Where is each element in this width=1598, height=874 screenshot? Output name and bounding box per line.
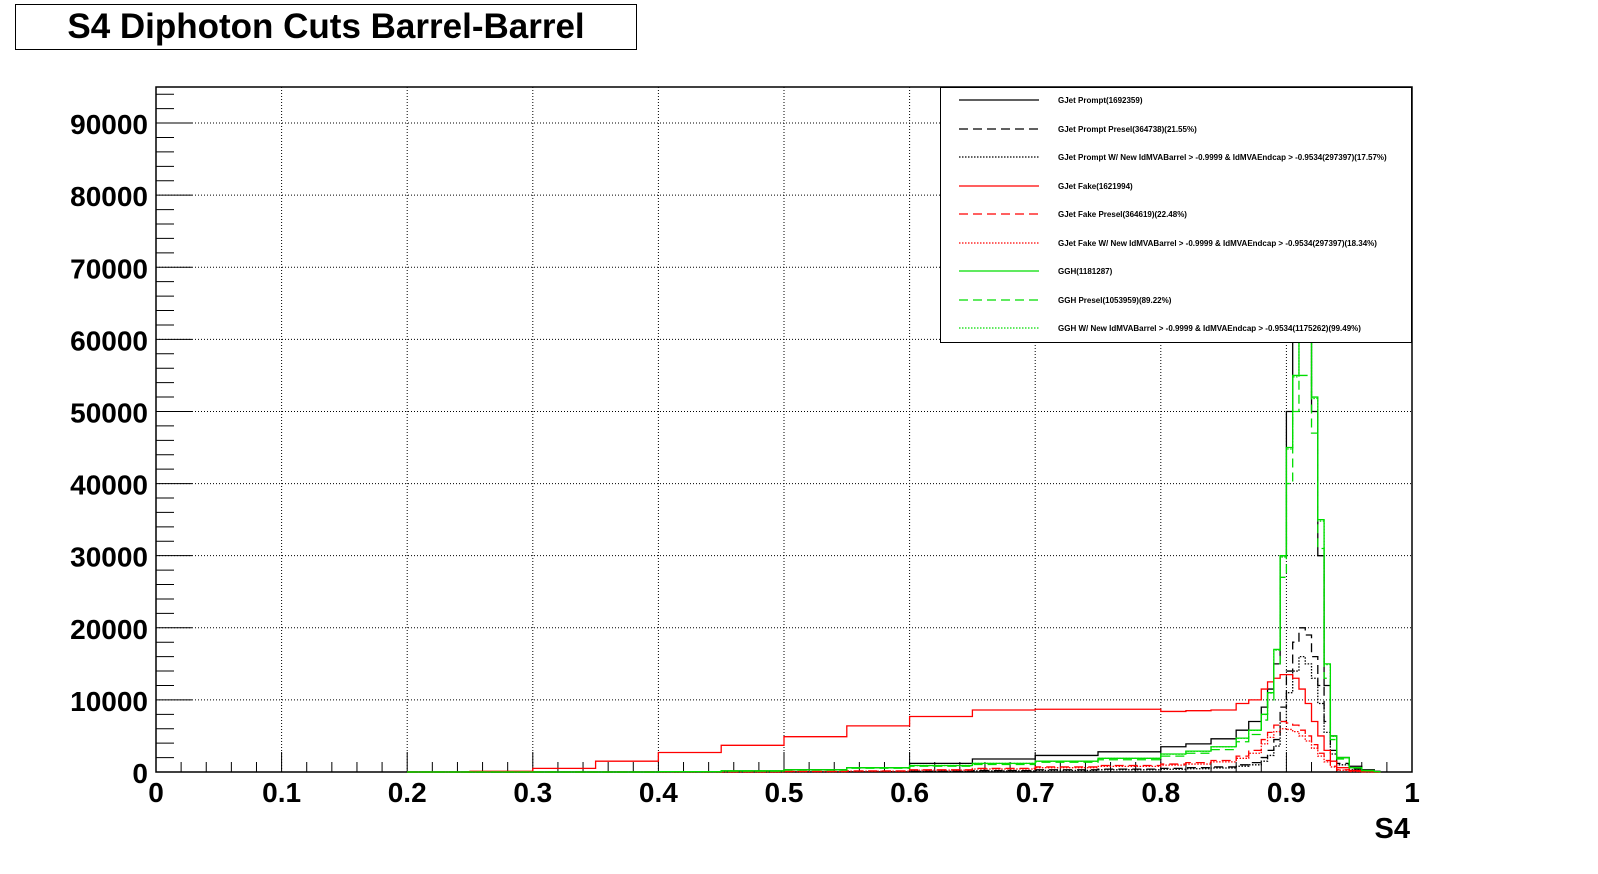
series-line <box>407 627 1381 773</box>
x-tick-label: 1 <box>1404 777 1420 808</box>
series-line <box>407 340 1381 773</box>
legend-label: GJet Fake(1621994) <box>1058 181 1133 191</box>
x-tick-labels: 0 0.1 0.2 0.3 0.4 0.5 0.6 0.7 0.8 0.9 1 <box>148 777 1420 808</box>
legend-label: GGH(1181287) <box>1058 267 1113 276</box>
legend-item: GJet Fake W/ New IdMVABarrel > -0.9999 &… <box>941 231 1411 259</box>
x-tick-label: 0.6 <box>890 777 929 808</box>
y-tick-label: 70000 <box>70 253 148 284</box>
x-tick-label: 0.7 <box>1016 777 1055 808</box>
legend-item: GGH(1181287) <box>941 259 1411 287</box>
legend-label: GGH W/ New IdMVABarrel > -0.9999 & IdMVA… <box>1058 324 1361 333</box>
y-tick-label: 90000 <box>70 109 148 140</box>
x-tick-label: 0.4 <box>639 777 678 808</box>
y-tick-label: 20000 <box>70 614 148 645</box>
legend-item: GGH W/ New IdMVABarrel > -0.9999 & IdMVA… <box>941 316 1411 344</box>
legend-swatch <box>959 213 1039 215</box>
y-tick-label: 0 <box>132 758 148 789</box>
series-line <box>407 674 1381 773</box>
legend-swatch <box>959 99 1039 101</box>
legend-item: GJet Prompt Presel(364738)(21.55%) <box>941 117 1411 145</box>
legend: GJet Prompt(1692359) GJet Prompt Presel(3… <box>940 87 1412 343</box>
legend-item: GJet Prompt W/ New IdMVABarrel > -0.9999… <box>941 145 1411 173</box>
legend-label: GJet Fake Presel(364619)(22.48%) <box>1058 210 1187 219</box>
y-tick-label: 30000 <box>70 542 148 573</box>
x-axis-label: S4 <box>1375 813 1410 845</box>
y-tick-label: 80000 <box>70 181 148 212</box>
y-tick-label: 10000 <box>70 686 148 717</box>
x-tick-label: 0.5 <box>765 777 804 808</box>
legend-swatch <box>959 184 1039 187</box>
legend-item: GJet Fake Presel(364619)(22.48%) <box>941 202 1411 230</box>
legend-swatch <box>959 270 1039 272</box>
y-tick-labels: 0 10000 20000 30000 40000 50000 60000 70000 8000… <box>70 109 148 789</box>
x-tick-label: 0 <box>148 777 164 808</box>
y-tick-label: 40000 <box>70 470 148 501</box>
legend-label: GJet Fake W/ New IdMVABarrel > -0.9999 &… <box>1058 238 1377 248</box>
legend-item: GJet Prompt(1692359) <box>941 88 1411 116</box>
legend-label: GGH Presel(1053959)(89.22%) <box>1058 295 1172 305</box>
x-tick-label: 0.3 <box>513 777 552 808</box>
y-tick-label: 60000 <box>70 325 148 356</box>
legend-swatch <box>959 298 1039 301</box>
series-line <box>407 728 1381 773</box>
legend-label: GJet Prompt Presel(364738)(21.55%) <box>1058 124 1197 134</box>
legend-item: GGH Presel(1053959)(89.22%) <box>941 288 1411 316</box>
x-tick-label: 0.1 <box>262 777 301 808</box>
x-tick-label: 0.2 <box>388 777 427 808</box>
x-tick-label: 0.8 <box>1141 777 1180 808</box>
legend-label: GJet Prompt(1692359) <box>1058 96 1143 105</box>
legend-swatch <box>959 327 1039 329</box>
series-layer <box>407 302 1381 773</box>
legend-label: GJet Prompt W/ New IdMVABarrel > -0.9999… <box>1058 153 1387 162</box>
legend-item: GJet Fake(1621994) <box>941 174 1411 202</box>
legend-swatch <box>959 127 1039 130</box>
y-tick-label: 50000 <box>70 397 148 428</box>
x-tick-label: 0.9 <box>1267 777 1306 808</box>
chart-title: S4 Diphoton Cuts Barrel-Barrel <box>15 4 637 50</box>
legend-swatch <box>959 156 1039 158</box>
legend-swatch <box>959 241 1039 244</box>
